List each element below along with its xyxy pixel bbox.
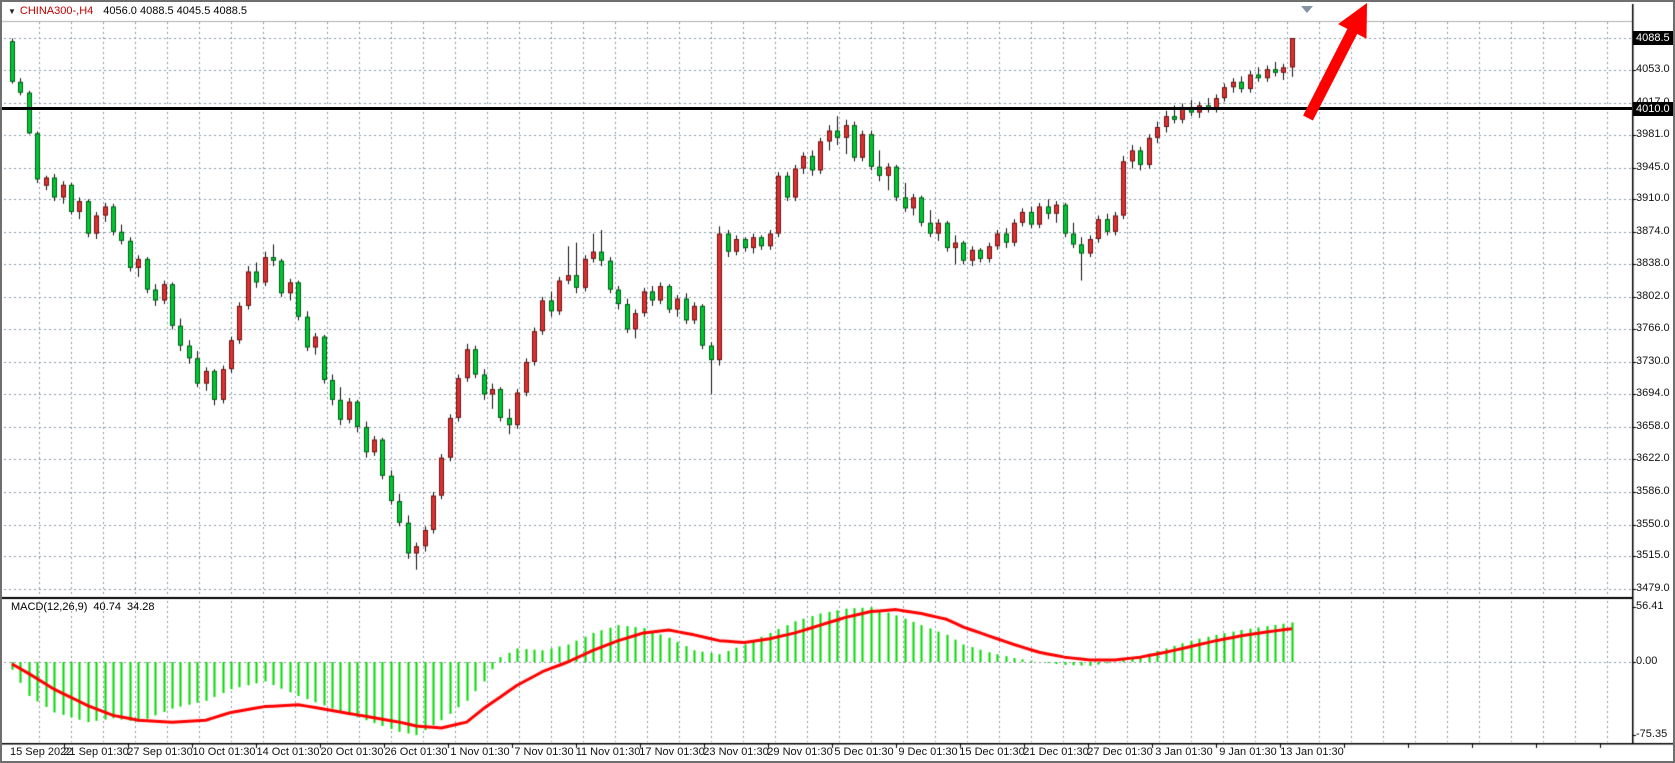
time-axis-label: 14 Oct 01:30 <box>256 746 320 758</box>
price-tick-label: 3550.0 <box>1636 518 1670 530</box>
time-axis-label: 21 Sep 01:30 <box>63 746 129 758</box>
time-axis-label: 13 Jan 01:30 <box>1280 746 1344 758</box>
price-tick-label: 3766.0 <box>1636 322 1670 334</box>
price-tick-label: 3874.0 <box>1636 225 1670 237</box>
horizontal-price-line[interactable] <box>2 107 1632 110</box>
time-axis-label: 20 Oct 01:30 <box>320 746 384 758</box>
time-axis-label: 15 Dec 01:30 <box>959 746 1025 758</box>
price-tick-label: 3910.0 <box>1636 192 1670 204</box>
price-tick-label: 3838.0 <box>1636 257 1670 269</box>
time-axis-label: 23 Nov 01:30 <box>703 746 769 758</box>
time-axis-label: 15 Sep 2022 <box>10 746 73 758</box>
time-axis-label: 10 Oct 01:30 <box>192 746 256 758</box>
price-tick-label: 3945.0 <box>1636 161 1670 173</box>
price-tick-label: 3802.0 <box>1636 290 1670 302</box>
price-tick-label: 3730.0 <box>1636 355 1670 367</box>
time-axis-label: 26 Oct 01:30 <box>384 746 448 758</box>
hline-price-badge: 4010.0 <box>1633 102 1673 116</box>
price-tick-label: 3622.0 <box>1636 452 1670 464</box>
price-tick-label: 3586.0 <box>1636 485 1670 497</box>
time-axis-label: 3 Jan 01:30 <box>1155 746 1213 758</box>
time-axis-label: 1 Nov 01:30 <box>450 746 510 758</box>
macd-value: 40.74 <box>93 601 121 613</box>
macd-tick-label: 0.00 <box>1636 655 1658 667</box>
chart-header: ▼ CHINA300-,H4 4056.0 4088.5 4045.5 4088.5 <box>8 5 247 17</box>
time-axis-label: 27 Sep 01:30 <box>127 746 193 758</box>
time-axis-label: 9 Dec 01:30 <box>898 746 958 758</box>
time-axis-label: 9 Jan 01:30 <box>1219 746 1277 758</box>
time-axis-label: 27 Dec 01:30 <box>1087 746 1153 758</box>
time-axis-label: 5 Dec 01:30 <box>834 746 894 758</box>
price-tick-label: 3658.0 <box>1636 420 1670 432</box>
chart-shift-marker-icon[interactable] <box>1301 6 1313 13</box>
price-tick-label: 3981.0 <box>1636 128 1670 140</box>
price-tick-label: 3515.0 <box>1636 549 1670 561</box>
macd-tick-label: 56.41 <box>1636 600 1664 612</box>
macd-indicator-label: MACD(12,26,9) 40.74 34.28 <box>11 601 160 613</box>
symbol-dropdown-icon[interactable]: ▼ <box>8 7 16 16</box>
ohlc-values: 4056.0 4088.5 4045.5 4088.5 <box>103 5 248 17</box>
current-price-badge: 4088.5 <box>1633 31 1673 45</box>
macd-name: MACD(12,26,9) <box>11 601 88 613</box>
time-axis-label: 29 Nov 01:30 <box>767 746 833 758</box>
time-axis-label: 17 Nov 01:30 <box>639 746 705 758</box>
symbol-label: CHINA300-,H4 <box>19 5 94 17</box>
price-tick-label: 4053.0 <box>1636 63 1670 75</box>
price-tick-label: 3479.0 <box>1636 582 1670 594</box>
time-axis-label: 21 Dec 01:30 <box>1023 746 1089 758</box>
time-axis-label: 11 Nov 01:30 <box>575 746 641 758</box>
macd-signal-value: 34.28 <box>126 601 155 613</box>
price-tick-label: 3694.0 <box>1636 387 1670 399</box>
macd-tick-label: -75.35 <box>1636 728 1668 740</box>
time-axis-label: 7 Nov 01:30 <box>514 746 574 758</box>
